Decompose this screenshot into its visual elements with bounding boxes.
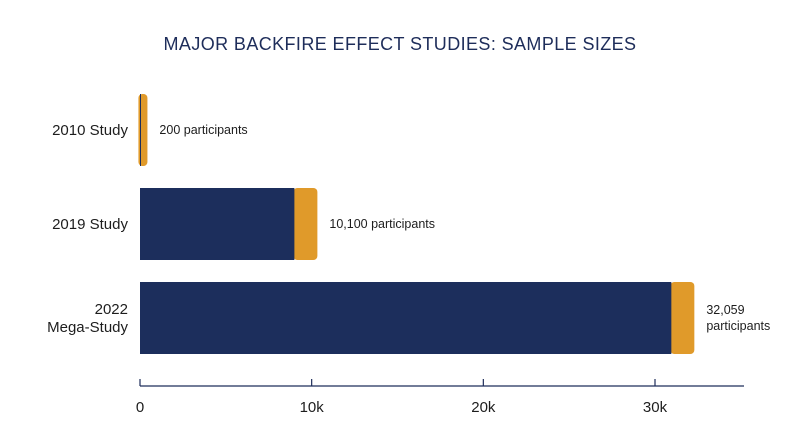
category-label: 2010 Study bbox=[52, 122, 128, 139]
bar bbox=[140, 188, 295, 260]
bar-accent bbox=[293, 188, 318, 260]
bar bbox=[140, 282, 672, 354]
data-label: participants bbox=[706, 319, 770, 333]
bar-accent bbox=[138, 94, 148, 166]
x-tick-label: 10k bbox=[300, 399, 325, 416]
data-label: 200 participants bbox=[159, 123, 247, 137]
x-tick-label: 30k bbox=[643, 399, 668, 416]
bars-layer bbox=[138, 94, 695, 354]
x-axis: 0 10k 20k 30k bbox=[136, 379, 744, 416]
category-label: 2019 Study bbox=[52, 216, 128, 233]
category-label: 2022 bbox=[95, 301, 128, 318]
bar-accent bbox=[670, 282, 695, 354]
category-label: Mega-Study bbox=[47, 319, 128, 336]
x-tick-label: 20k bbox=[471, 399, 496, 416]
x-tick-label: 0 bbox=[136, 399, 144, 416]
chart-title: MAJOR BACKFIRE EFFECT STUDIES: SAMPLE SI… bbox=[163, 34, 637, 54]
data-label: 10,100 participants bbox=[329, 217, 435, 231]
data-labels: 200 participants 10,100 participants 32,05… bbox=[159, 123, 770, 333]
bar bbox=[140, 94, 141, 166]
data-label: 32,059 bbox=[706, 303, 744, 317]
